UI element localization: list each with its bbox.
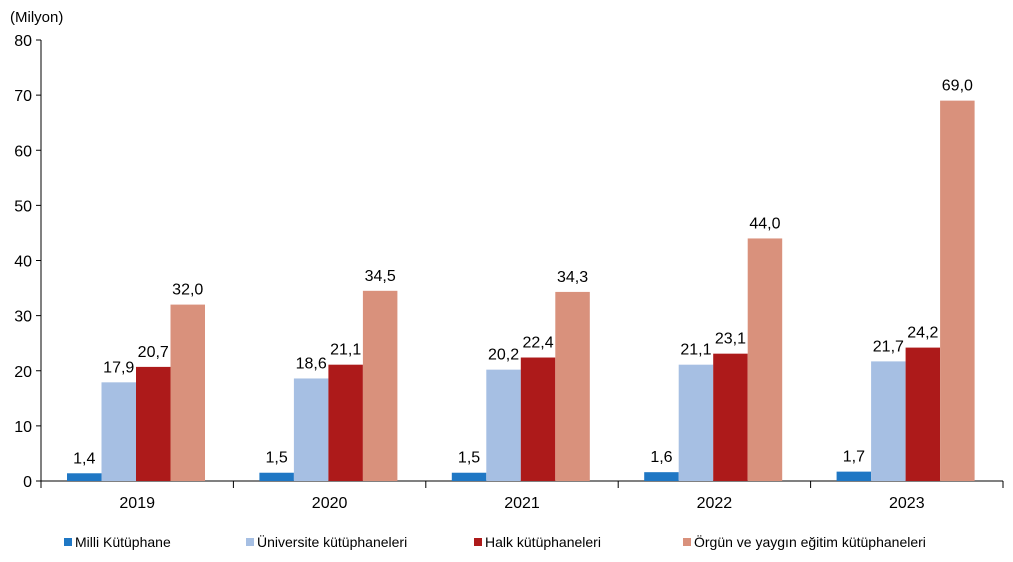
data-label: 20,7 (138, 344, 169, 361)
x-tick-label: 2019 (119, 495, 155, 512)
y-tick-label: 50 (14, 198, 32, 215)
y-tick-label: 70 (14, 88, 32, 105)
data-label: 18,6 (296, 355, 327, 372)
y-tick-label: 80 (14, 33, 32, 50)
data-label: 1,4 (73, 450, 95, 467)
x-tick-label: 2021 (504, 495, 540, 512)
bar (486, 369, 521, 481)
legend-swatch (246, 538, 254, 546)
y-tick-label: 20 (14, 364, 32, 381)
bar (905, 347, 941, 481)
data-label: 21,1 (680, 342, 711, 359)
data-label: 23,1 (715, 331, 746, 348)
legend-label: Örgün ve yaygın eğitim kütüphaneleri (694, 533, 926, 550)
bar (328, 364, 363, 481)
bar (555, 291, 590, 481)
bar (871, 361, 906, 481)
legend-label: Milli Kütüphane (75, 534, 171, 550)
data-label: 20,2 (488, 347, 519, 364)
x-tick-label: 2020 (312, 495, 348, 512)
bar (451, 472, 487, 481)
data-label: 24,2 (907, 325, 938, 342)
data-label: 17,9 (103, 359, 134, 376)
bar (362, 290, 398, 481)
legend-label: Üniversite kütüphaneleri (257, 533, 407, 550)
data-label: 69,0 (942, 78, 973, 95)
bar (940, 100, 975, 481)
x-tick-label: 2022 (697, 495, 733, 512)
y-axis-unit-label: (Milyon) (10, 9, 63, 26)
data-label: 1,5 (266, 450, 288, 467)
y-tick-label: 0 (23, 474, 32, 491)
bar (644, 472, 679, 481)
legend-swatch (683, 538, 691, 546)
data-label: 44,0 (749, 215, 780, 232)
data-label: 1,5 (458, 450, 480, 467)
y-tick-label: 30 (14, 309, 32, 326)
y-tick-label: 10 (14, 419, 32, 436)
bar (101, 382, 136, 481)
x-tick-label: 2023 (889, 495, 925, 512)
bar (136, 366, 171, 481)
bar (67, 473, 102, 481)
bar (747, 238, 783, 481)
data-label: 34,3 (557, 269, 588, 286)
bar (170, 304, 205, 481)
bar (678, 364, 714, 481)
legend: Milli Kütüphane Üniversite kütüphaneleri H… (64, 533, 926, 550)
y-tick-label: 40 (14, 254, 32, 271)
legend-swatch (474, 538, 482, 546)
data-label: 1,7 (843, 449, 865, 466)
legend-label: Halk kütüphaneleri (485, 534, 601, 550)
bar (259, 472, 294, 481)
bar (520, 357, 556, 481)
bar (293, 378, 329, 481)
bars: 1,4 1,5 1,5 1,6 1,7 17,9 18,6 20,2 21,1 21,7 20,7 2… (67, 78, 975, 481)
data-label: 21,7 (873, 338, 904, 355)
data-label: 34,5 (365, 268, 396, 285)
legend-swatch (64, 538, 72, 546)
bar (713, 353, 748, 481)
data-label: 22,4 (522, 335, 553, 352)
data-label: 21,1 (330, 342, 361, 359)
data-label: 1,6 (650, 449, 672, 466)
bar (836, 471, 872, 481)
y-tick-label: 60 (14, 143, 32, 160)
data-label: 32,0 (172, 282, 203, 299)
